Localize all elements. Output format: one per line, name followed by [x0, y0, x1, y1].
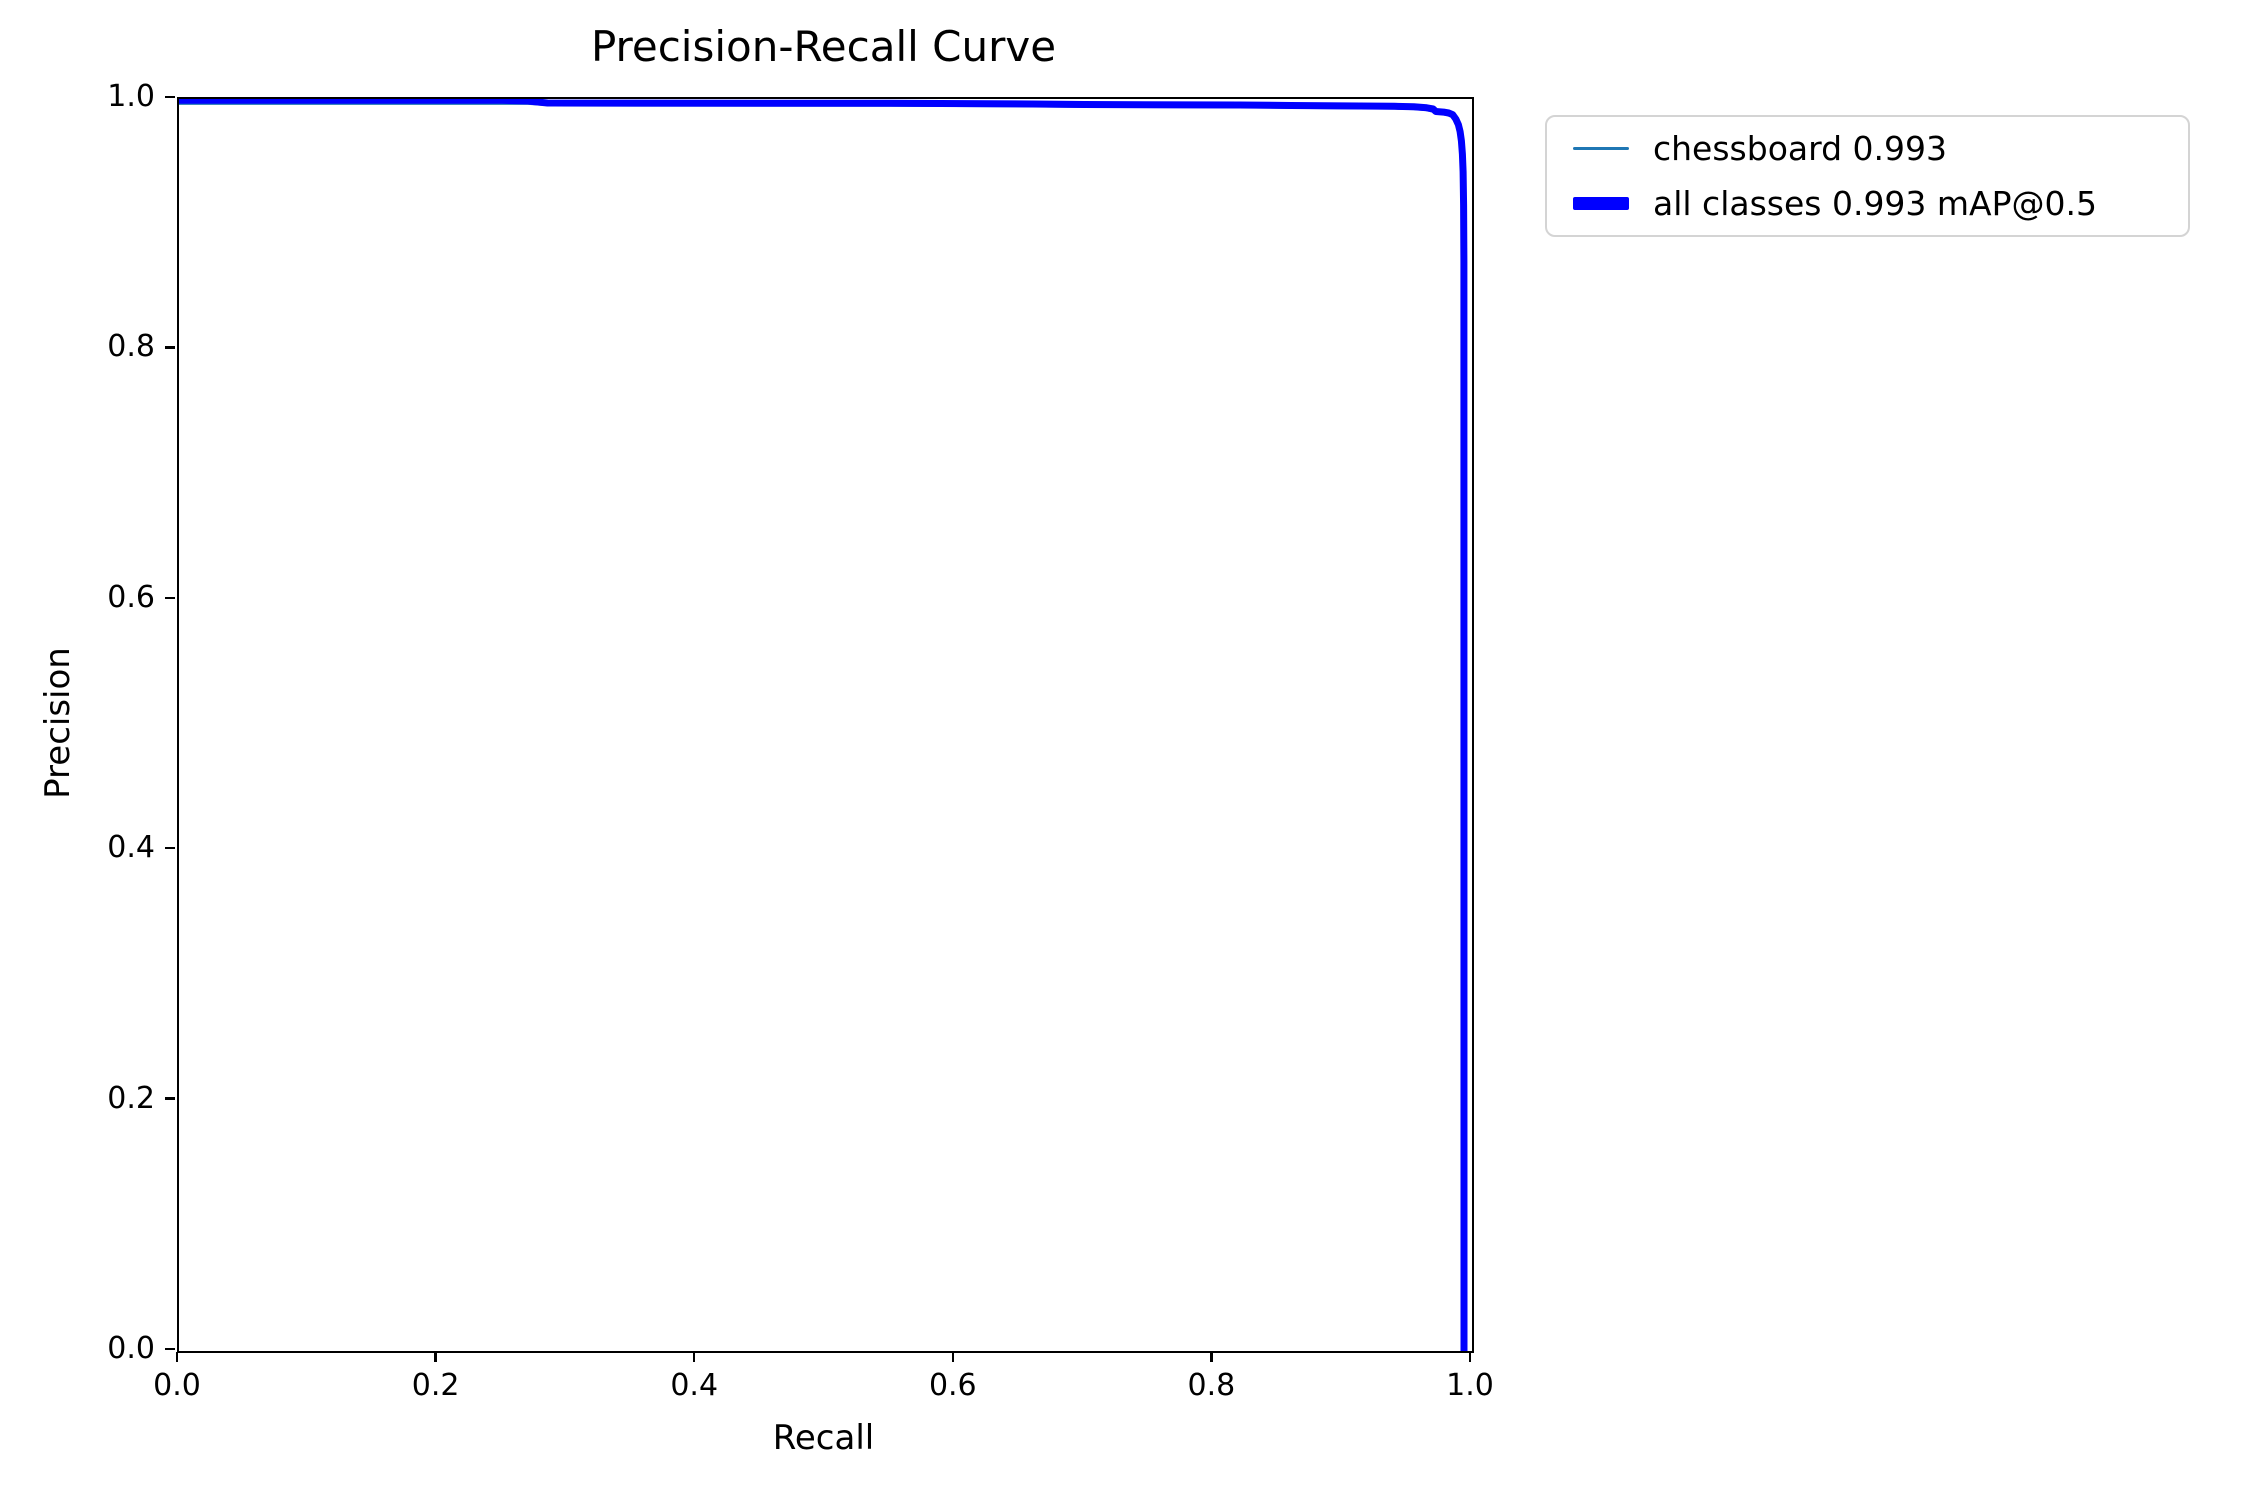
x-tick-mark — [175, 1351, 179, 1362]
legend-label: all classes 0.993 mAP@0.5 — [1653, 184, 2098, 223]
x-tick-mark — [1468, 1351, 1472, 1362]
y-tick-mark — [164, 1097, 175, 1100]
y-axis-label: Precision — [38, 647, 78, 799]
legend-row-chessboard: chessboard 0.993 — [1573, 129, 2188, 168]
x-tick-label: 1.0 — [1446, 1368, 1494, 1403]
x-tick-mark — [434, 1351, 437, 1362]
x-tick-mark — [692, 1351, 696, 1362]
y-tick-label: 0.8 — [107, 329, 155, 365]
curve-chessboard — [179, 102, 1465, 1351]
x-tick-mark — [951, 1351, 955, 1362]
y-tick-mark — [164, 95, 175, 99]
x-tick-mark — [1210, 1351, 1213, 1362]
legend-line-sample — [1573, 147, 1629, 150]
y-tick-label: 0.6 — [107, 579, 155, 615]
legend-label: chessboard 0.993 — [1653, 129, 1948, 168]
y-tick-mark — [164, 596, 175, 600]
legend-row-all-classes: all classes 0.993 mAP@0.5 — [1573, 184, 2188, 223]
x-tick-label: 0.8 — [1187, 1368, 1236, 1403]
y-tick-label: 0.2 — [107, 1080, 155, 1116]
x-tick-label: 0.2 — [411, 1368, 460, 1403]
y-tick-label: 0.0 — [107, 1331, 155, 1366]
pr-curves-canvas — [179, 99, 1468, 1351]
chart-title: Precision-Recall Curve — [590, 22, 1057, 71]
y-tick-mark — [164, 1347, 175, 1351]
y-tick-label: 1.0 — [107, 79, 155, 114]
plot-area — [177, 97, 1474, 1353]
x-tick-label: 0.6 — [928, 1368, 977, 1403]
curve-all-classes — [179, 99, 1468, 1351]
y-tick-label: 0.4 — [107, 830, 155, 866]
y-tick-mark — [164, 346, 175, 349]
legend-line-sample — [1573, 197, 1629, 210]
x-axis-label: Recall — [772, 1418, 875, 1458]
x-tick-label: 0.4 — [670, 1368, 719, 1403]
y-tick-mark — [164, 846, 175, 850]
legend-box: chessboard 0.993 all classes 0.993 mAP@0.… — [1545, 115, 2190, 237]
x-tick-label: 0.0 — [153, 1368, 201, 1403]
